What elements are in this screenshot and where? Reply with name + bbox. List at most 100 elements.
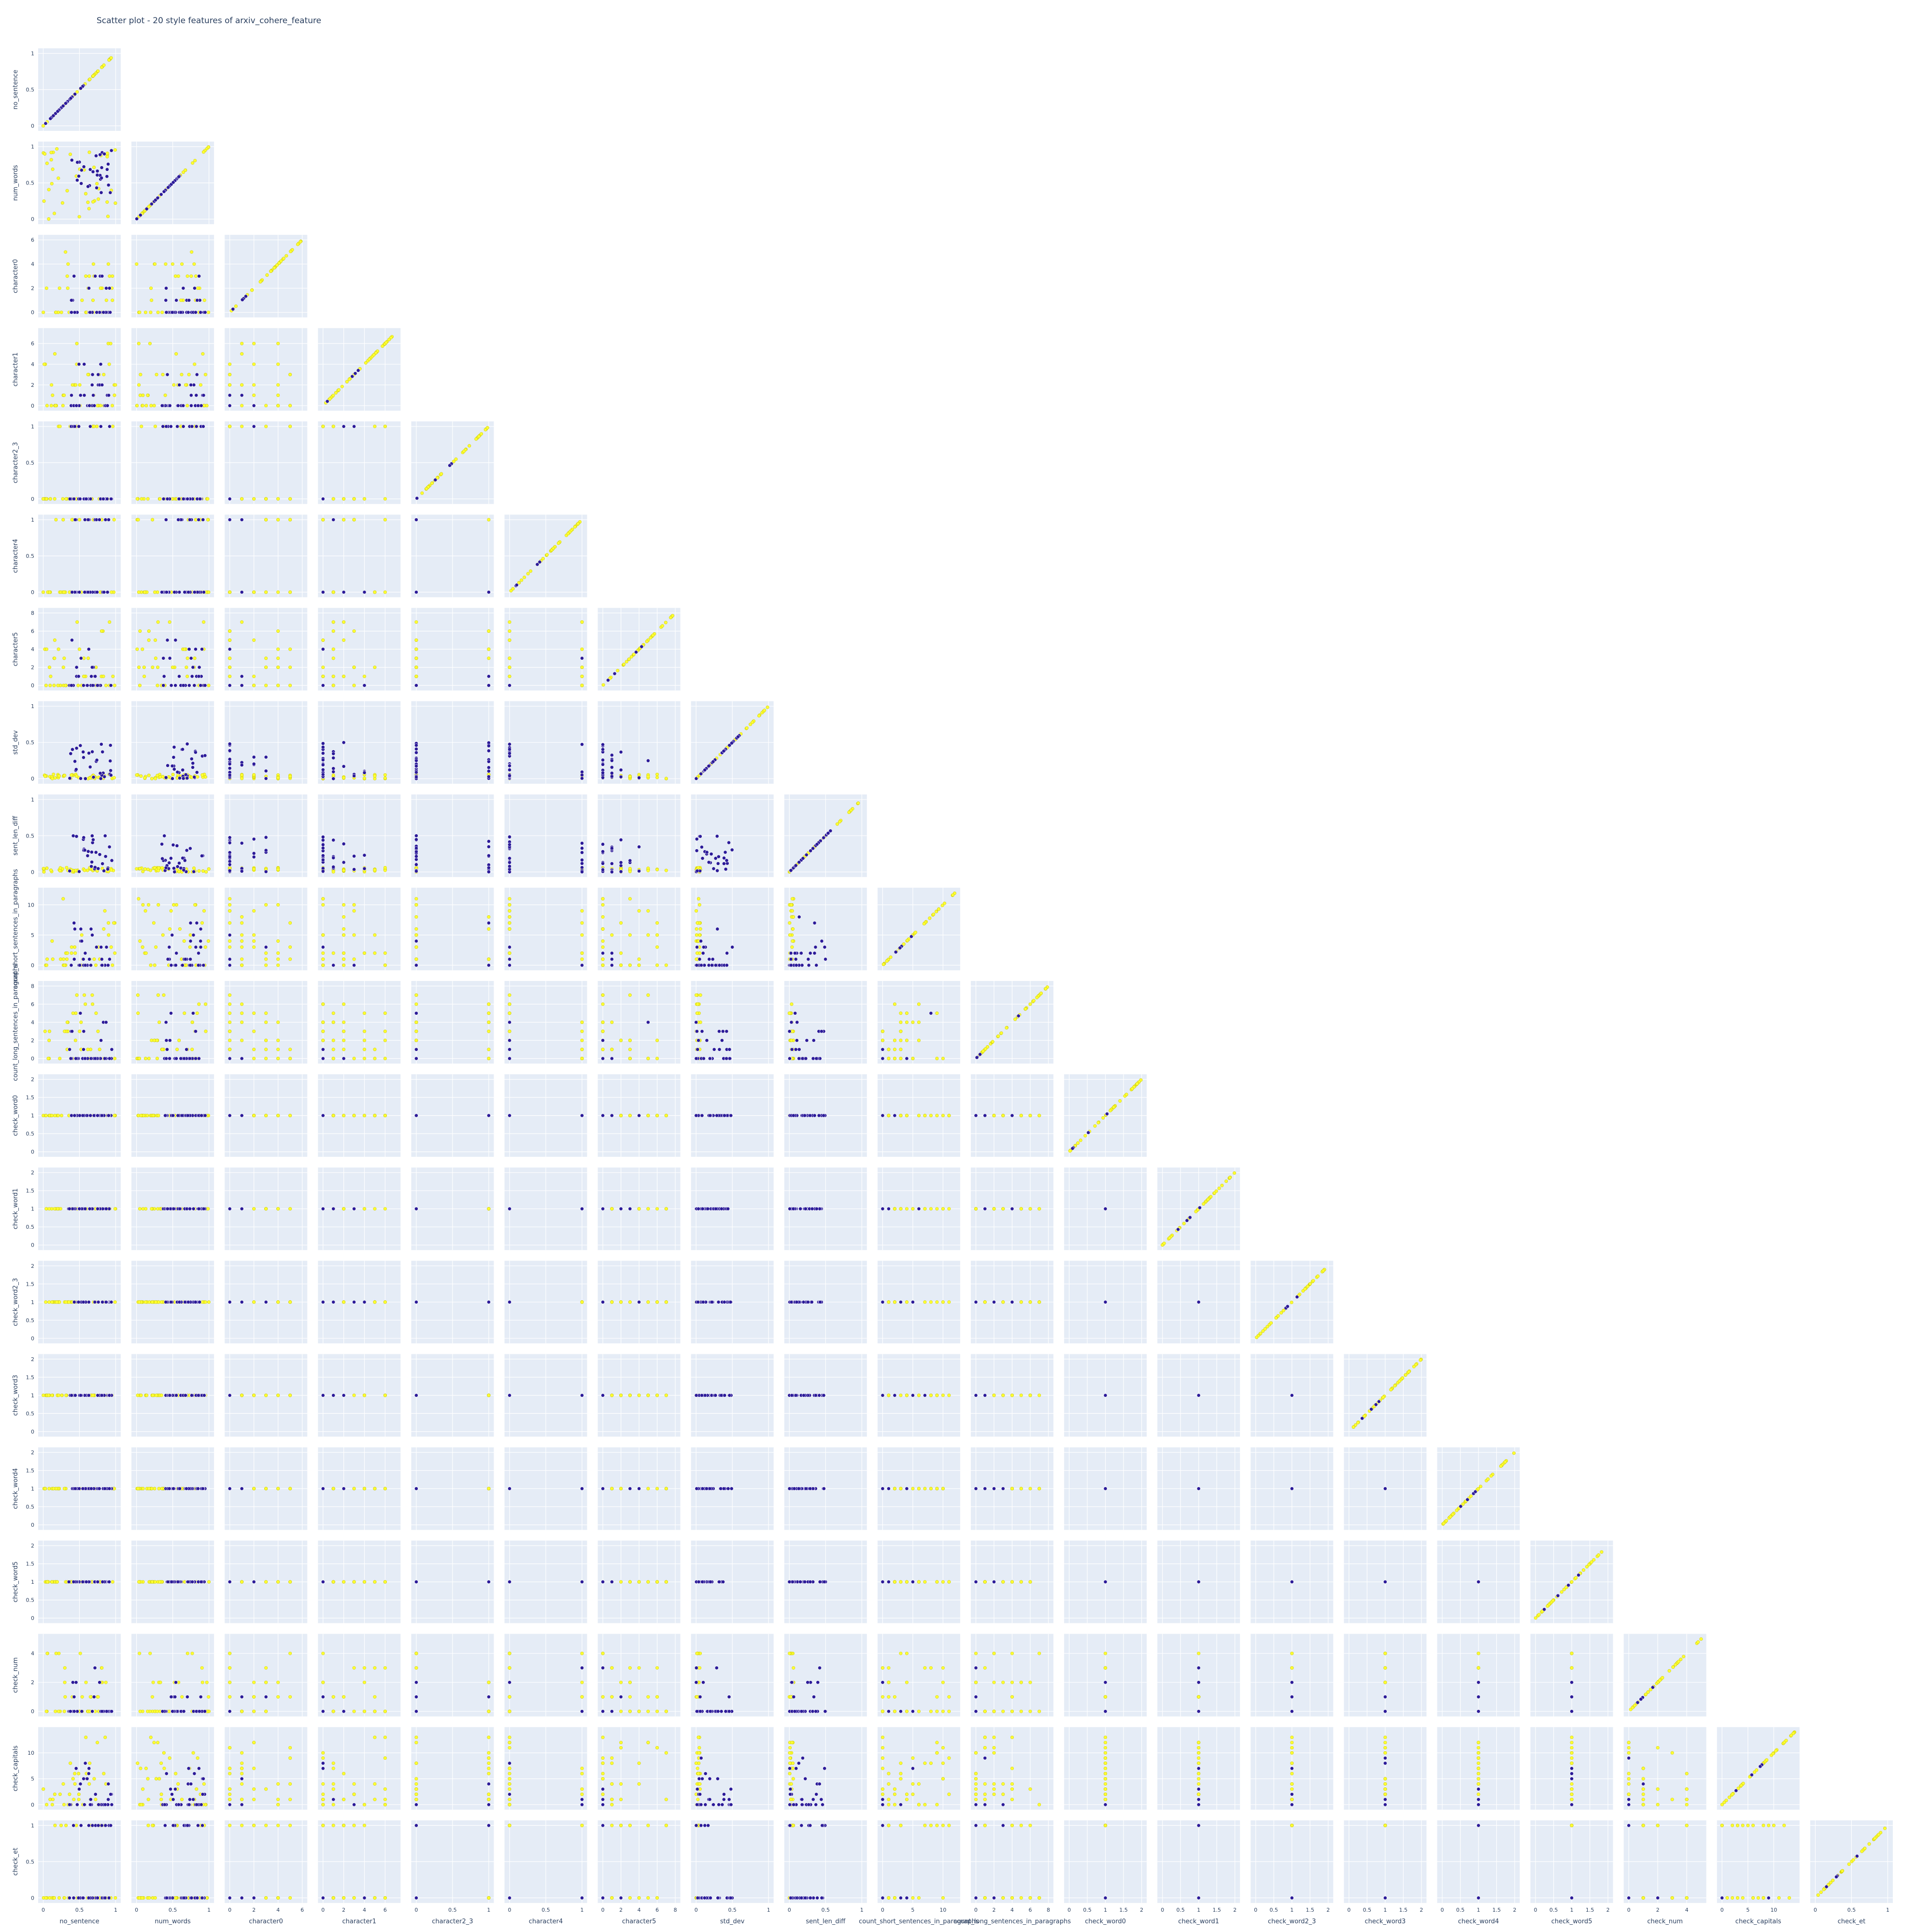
data-point-blue xyxy=(107,518,111,522)
data-point-blue xyxy=(610,1056,614,1061)
data-point-yellow xyxy=(580,674,584,678)
data-point-blue xyxy=(321,683,325,687)
data-point-yellow xyxy=(368,357,371,361)
data-point-blue xyxy=(813,945,818,949)
data-point-yellow xyxy=(51,167,55,171)
data-point-yellow xyxy=(340,384,344,388)
data-point-yellow xyxy=(487,957,491,961)
data-point-blue xyxy=(487,963,491,967)
data-point-yellow xyxy=(352,518,356,522)
data-point-yellow xyxy=(191,161,195,165)
data-point-yellow xyxy=(65,866,69,869)
data-point-blue xyxy=(789,957,793,961)
data-point-yellow xyxy=(64,250,68,254)
data-point-yellow xyxy=(113,1057,117,1061)
data-point-yellow xyxy=(86,373,90,377)
data-point-yellow xyxy=(85,868,89,872)
data-point-yellow xyxy=(342,951,346,955)
data-point-yellow xyxy=(105,200,109,204)
data-point-yellow xyxy=(414,927,418,931)
data-point-yellow xyxy=(252,341,256,345)
data-point-blue xyxy=(188,846,192,851)
panel-character4-vs-character4 xyxy=(504,514,587,597)
data-point-blue xyxy=(90,834,94,838)
data-point-blue xyxy=(198,497,202,501)
data-point-yellow xyxy=(885,959,889,963)
data-point-yellow xyxy=(331,656,335,660)
data-point-yellow xyxy=(152,921,156,925)
data-point-yellow xyxy=(228,945,232,949)
data-point-blue xyxy=(811,1056,815,1061)
data-point-blue xyxy=(83,777,87,781)
panel-check_word0-vs-character4 xyxy=(504,1074,587,1157)
data-point-yellow xyxy=(152,404,156,408)
data-point-blue xyxy=(192,869,196,874)
data-point-yellow xyxy=(580,909,584,913)
data-point-yellow xyxy=(252,939,256,943)
data-point-yellow xyxy=(56,1114,60,1118)
data-point-yellow xyxy=(184,383,188,387)
data-point-yellow xyxy=(363,1048,367,1051)
data-point-blue xyxy=(70,683,73,687)
data-point-yellow xyxy=(49,404,53,408)
data-point-yellow xyxy=(276,867,280,871)
data-point-yellow xyxy=(207,683,211,687)
data-point-yellow xyxy=(139,1114,143,1118)
data-point-yellow xyxy=(58,1057,62,1061)
panel-sent_len_diff-vs-character2_3 xyxy=(411,794,494,877)
data-point-yellow xyxy=(328,397,332,400)
data-point-yellow xyxy=(168,927,171,931)
data-point-blue xyxy=(170,310,174,314)
data-point-blue xyxy=(74,834,79,838)
data-point-blue xyxy=(789,963,793,967)
data-point-yellow xyxy=(240,963,244,967)
data-point-blue xyxy=(606,678,610,682)
data-point-yellow xyxy=(383,1011,387,1015)
data-point-blue xyxy=(91,775,96,779)
data-point-blue xyxy=(414,747,418,751)
data-point-blue xyxy=(362,683,367,687)
data-point-yellow xyxy=(147,638,151,642)
data-point-yellow xyxy=(485,426,489,430)
data-point-yellow xyxy=(252,773,256,777)
data-point-blue xyxy=(43,121,48,126)
data-point-yellow xyxy=(252,497,256,501)
data-point-yellow xyxy=(75,341,79,345)
data-point-yellow xyxy=(414,666,418,669)
data-point-blue xyxy=(159,192,163,197)
data-point-blue xyxy=(203,310,207,314)
data-point-blue xyxy=(227,963,232,967)
data-point-yellow xyxy=(137,383,141,387)
y-tick-label: 1 xyxy=(31,144,34,150)
data-point-blue xyxy=(199,310,203,314)
data-point-blue xyxy=(83,590,87,594)
data-point-yellow xyxy=(337,388,341,392)
data-point-yellow xyxy=(383,1057,387,1061)
data-point-blue xyxy=(815,842,819,846)
data-point-blue xyxy=(80,939,84,943)
data-point-blue xyxy=(508,751,511,755)
data-point-blue xyxy=(171,180,175,185)
data-point-yellow xyxy=(373,1057,377,1061)
data-point-yellow xyxy=(791,939,795,943)
data-point-yellow xyxy=(151,1114,155,1118)
data-point-yellow xyxy=(580,647,584,651)
panel-sent_len_diff-vs-std_dev xyxy=(691,794,774,877)
data-point-blue xyxy=(725,951,729,955)
y-tick-label: 6 xyxy=(31,341,34,347)
y-tick-label: 0.5 xyxy=(26,553,35,559)
data-point-blue xyxy=(227,855,232,859)
data-point-yellow xyxy=(628,775,632,779)
data-point-yellow xyxy=(487,927,491,931)
data-point-yellow xyxy=(913,930,917,934)
data-point-yellow xyxy=(284,254,288,258)
data-point-yellow xyxy=(135,404,139,408)
data-point-blue xyxy=(321,647,325,651)
data-point-yellow xyxy=(190,1048,194,1051)
data-point-blue xyxy=(794,963,798,967)
data-point-yellow xyxy=(342,1002,346,1006)
data-point-yellow xyxy=(373,933,377,937)
y-tick-label: 0.5 xyxy=(26,1131,35,1137)
data-point-yellow xyxy=(383,776,387,780)
